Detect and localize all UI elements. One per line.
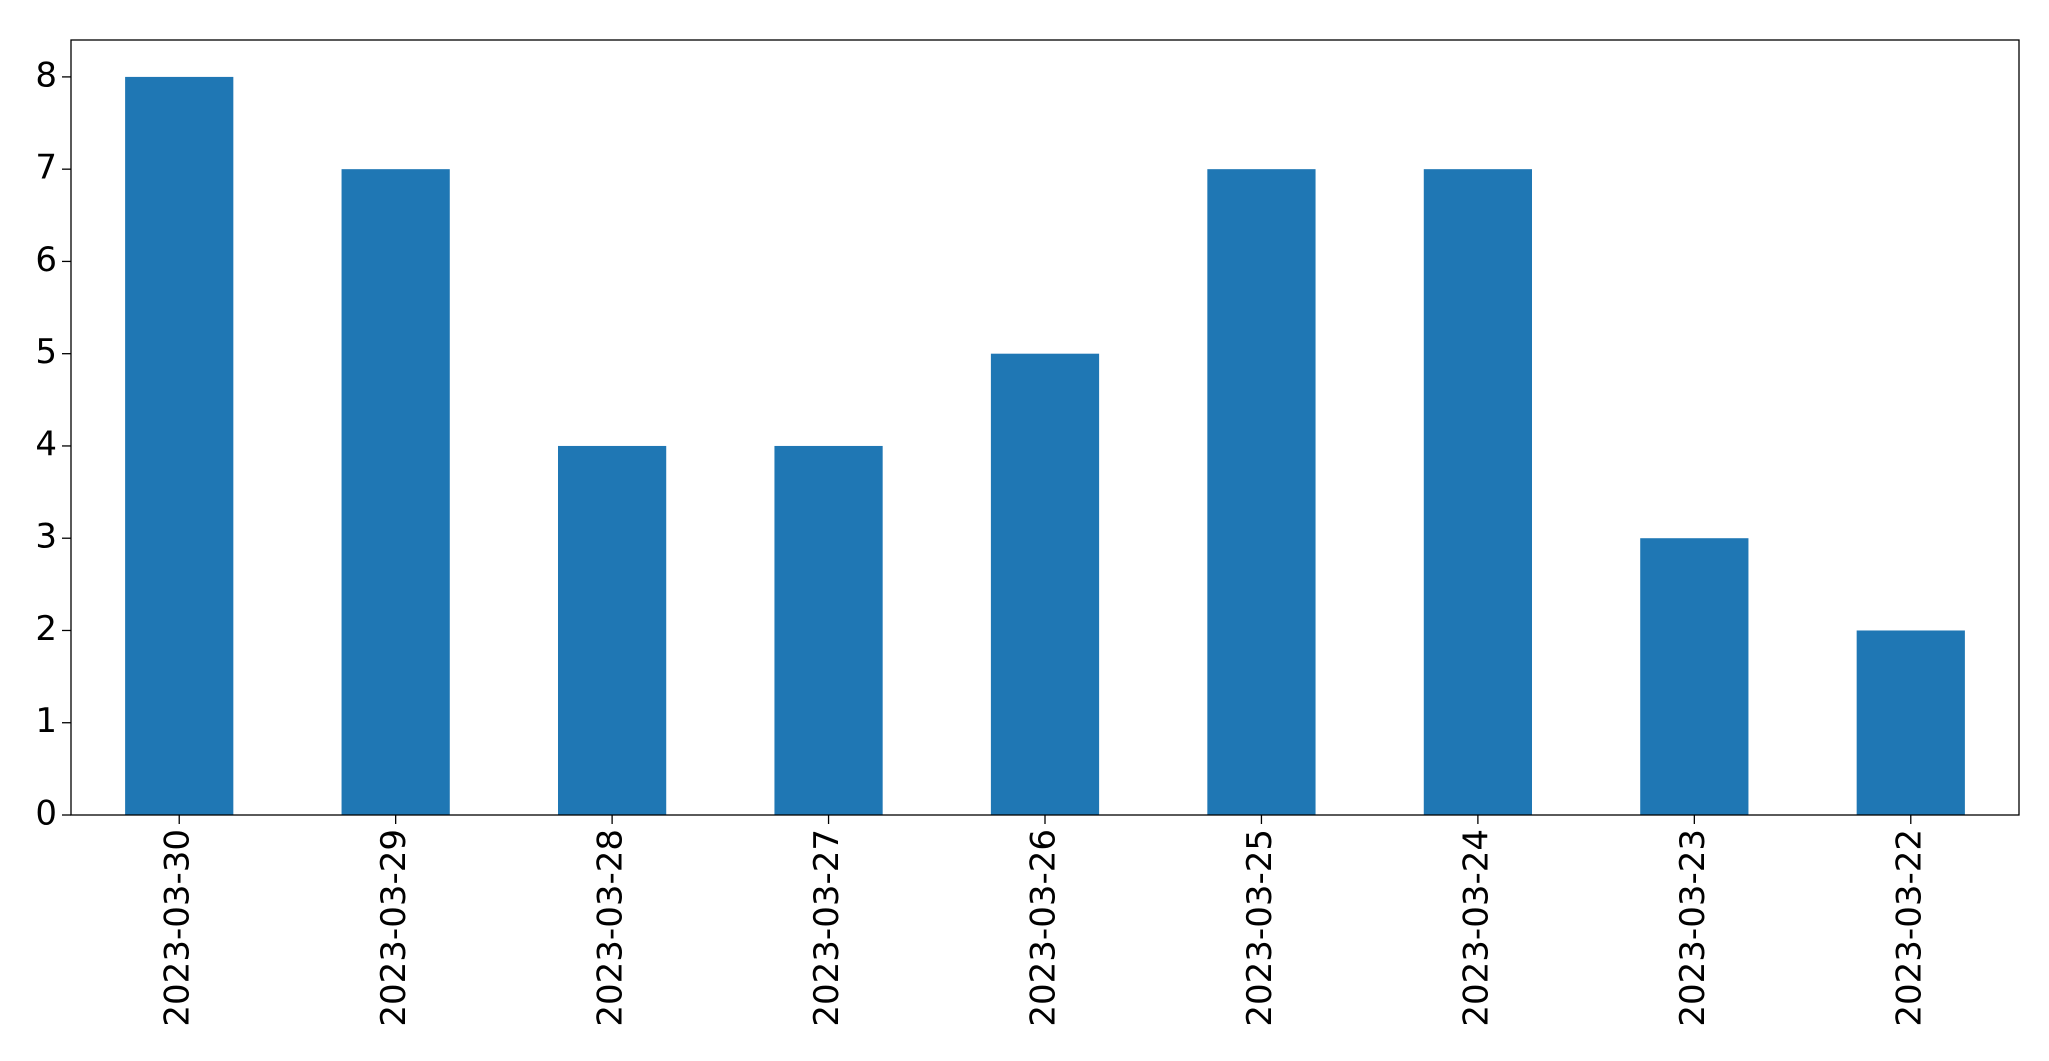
bar	[125, 76, 234, 815]
y-tick-label: 0	[35, 794, 57, 834]
y-tick-label: 4	[35, 424, 57, 464]
x-tick-label: 2023-03-25	[1240, 829, 1280, 1027]
plot-frame	[70, 39, 2020, 816]
y-tick-label: 3	[35, 517, 57, 557]
y-tick-label: 7	[35, 148, 57, 188]
bar	[990, 353, 1100, 815]
bar	[1856, 630, 1965, 815]
bar	[1423, 169, 1532, 815]
y-tick-label: 6	[35, 240, 57, 280]
bar	[558, 445, 667, 815]
y-tick-label: 2	[35, 609, 57, 649]
y-tick-label: 1	[35, 701, 57, 741]
x-tick-label: 2023-03-22	[1889, 829, 1929, 1027]
x-tick-label: 2023-03-30	[158, 829, 198, 1027]
x-tick-label: 2023-03-29	[374, 829, 414, 1027]
y-tick-label: 8	[35, 55, 57, 95]
x-tick-label: 2023-03-26	[1024, 829, 1064, 1027]
bar	[774, 445, 883, 815]
x-tick-label: 2023-03-27	[807, 829, 847, 1027]
bar	[1640, 538, 1749, 815]
x-tick-label: 2023-03-28	[591, 829, 631, 1027]
x-tick-label: 2023-03-24	[1456, 829, 1496, 1027]
x-tick-label: 2023-03-23	[1673, 829, 1713, 1027]
y-tick-label: 5	[35, 332, 57, 372]
bar	[341, 169, 450, 815]
bar	[1207, 169, 1316, 815]
